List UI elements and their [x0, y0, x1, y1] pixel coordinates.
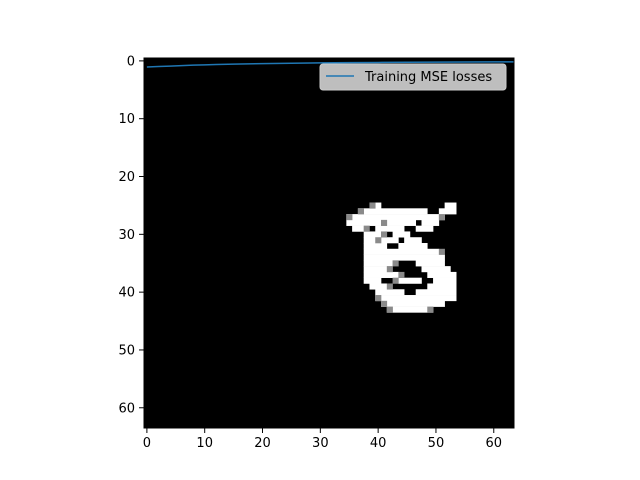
image-pixel-run [444, 202, 457, 209]
image-pixel-gray [346, 214, 353, 221]
legend-box [319, 63, 507, 91]
image-pixel-run [427, 271, 457, 278]
image-pixel-run [398, 277, 422, 284]
image-pixel-run [415, 225, 434, 232]
image-pixel-gray [357, 208, 364, 215]
image-pixel-gray [369, 202, 376, 209]
image-pixel-gray [398, 271, 405, 278]
image-pixel-run [352, 225, 364, 232]
image-pixel-run [381, 300, 445, 307]
image-pixel-gray [392, 277, 399, 284]
image-pixel-gray [438, 214, 445, 221]
x-axis: 0 10 20 30 40 50 60 [143, 428, 502, 451]
image-pixel-run [363, 254, 445, 261]
image-pixel-run [398, 243, 428, 250]
x-tick-label: 50 [428, 436, 445, 451]
image-pixel-gray [375, 295, 382, 302]
y-tick-label: 10 [118, 112, 135, 127]
image-pixel-gray [392, 260, 399, 267]
image-pixel-run [357, 208, 428, 215]
image-pixel-run [386, 306, 434, 313]
image-pixel-run [421, 266, 451, 273]
image-pixel-gray [438, 248, 445, 255]
image-pixel-run [363, 271, 399, 278]
x-tick-label: 20 [254, 436, 271, 451]
x-tick-label: 0 [143, 436, 151, 451]
image-pixel-run [363, 277, 382, 284]
x-tick-label: 10 [196, 436, 213, 451]
image-pixel-run [346, 219, 382, 226]
image-layer [144, 58, 514, 428]
image-pixel-gray [427, 306, 434, 313]
image-pixel-run [427, 283, 457, 290]
image-pixel-run [346, 214, 445, 221]
image-pixel-run [363, 266, 388, 273]
image-pixel-run [369, 283, 388, 290]
image-pixel-run [438, 208, 457, 215]
image-pixel-run [381, 237, 399, 244]
legend-label-training-mse-losses: Training MSE losses [364, 70, 492, 85]
image-pixel-gray [386, 283, 393, 290]
image-pixel-gray [386, 266, 393, 273]
image-pixel-run [404, 237, 422, 244]
image-pixel-run [392, 231, 411, 238]
plot-frame [143, 57, 515, 429]
y-axis: 0 10 20 30 40 50 60 [118, 54, 144, 416]
image-pixel-gray [363, 225, 370, 232]
y-tick-label: 40 [118, 286, 135, 301]
image-pixel-run [386, 219, 417, 226]
image-pixel-run [363, 260, 393, 267]
y-tick-label: 30 [118, 228, 135, 243]
y-tick-label: 50 [118, 343, 135, 358]
image-pixel-gray [381, 231, 388, 238]
image-pixel-run [375, 295, 457, 302]
y-tick-label: 60 [118, 401, 135, 416]
image-pixel-gray [381, 300, 388, 307]
image-pixel-run [363, 248, 440, 255]
x-tick-label: 40 [370, 436, 387, 451]
y-tick-label: 0 [127, 54, 135, 69]
x-tick-label: 60 [485, 436, 502, 451]
image-pixel-run [421, 219, 440, 226]
image-pixel-run [433, 277, 457, 284]
image-background [144, 58, 514, 428]
image-pixel-run [415, 260, 445, 267]
x-tick-label: 30 [312, 436, 329, 451]
image-pixel-run [375, 289, 405, 296]
series-layer [146, 61, 515, 68]
legend: Training MSE losses [319, 63, 507, 91]
series-line-training-mse-losses [146, 61, 515, 68]
y-tick-label: 20 [118, 170, 135, 185]
image-pixel-run [363, 243, 388, 250]
image-pixel-run [415, 289, 457, 296]
image-pixel-gray [375, 237, 382, 244]
image-pixel-run [363, 231, 382, 238]
image-pixel-run [375, 225, 405, 232]
image-pixel-gray [381, 219, 388, 226]
image-pixel-gray [386, 306, 393, 313]
image-pixel-run [363, 237, 376, 244]
